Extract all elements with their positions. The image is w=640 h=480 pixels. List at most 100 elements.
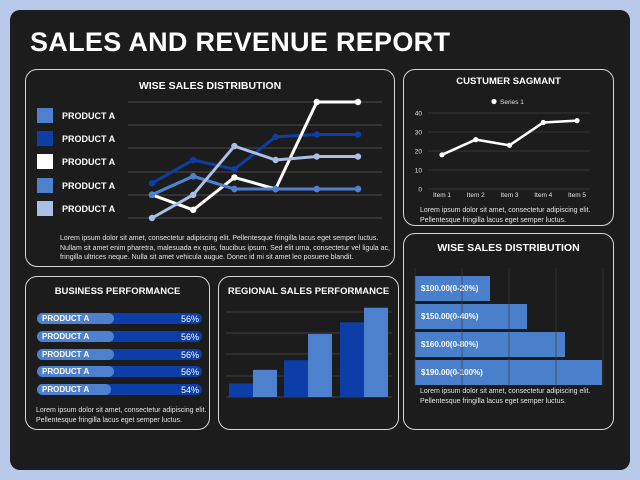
progress-fill [37,366,114,377]
data-point [473,137,479,143]
data-point [354,131,362,138]
data-point [231,185,238,193]
data-point [354,98,362,106]
progress-label: PRODUCT A [42,332,90,341]
bar [229,383,253,397]
hbar: $160.00(0-80%) [415,332,565,357]
legend-swatch [37,108,53,123]
x-tick-label: Item 4 [534,192,552,199]
hbar-label: $160.00(0-80%) [421,340,479,349]
series-line [151,144,358,220]
progress-fill [37,349,114,360]
data-point [231,166,238,173]
legend-swatch [37,201,53,216]
data-point [148,180,156,187]
customer-panel: CUSTUMER SAGMANT Lorem ipsum dolor sit a… [403,69,614,226]
data-point [313,185,320,193]
hbar-label: $150.00(0-40%) [421,312,479,321]
progress-percent: 56% [181,332,200,342]
legend-label: PRODUCT A [62,203,116,214]
legend-item: PRODUCT A [37,131,115,146]
progress-bar: PRODUCT A [37,349,202,360]
series-line [151,174,358,197]
data-point [148,214,156,222]
data-point [272,133,279,140]
customer-title: CUSTUMER SAGMANT [456,76,561,87]
bar [253,369,277,397]
progress-bar: PRODUCT A [37,384,202,395]
legend-item: PRODUCT A [37,178,115,193]
data-point [190,156,197,164]
progress-fill [37,384,111,395]
hbar: $150.00(0-40%) [415,304,528,329]
wise-sales-text: Lorem ipsum dolor sit amet, consectetur … [60,235,390,261]
page-title: SALES AND REVENUE REPORT [30,27,451,57]
data-point [231,174,238,181]
business-title: BUSINESS PERFORMANCE [54,286,181,297]
data-point [313,98,320,106]
data-point [190,173,197,180]
legend-swatch [37,131,53,146]
bar [340,322,364,397]
wise-sales-title: WISE SALES DISTRIBUTION [138,80,282,92]
hbar: $190.00(0-100%) [415,360,602,385]
series-line [151,100,358,212]
progress-percent: 56% [181,350,200,360]
business-panel: BUSINESS PERFORMANCE Lorem ipsum dolor s… [25,276,210,430]
data-point [190,191,197,198]
data-point [574,118,580,124]
data-point [506,142,513,148]
wise-sales-bars-title: WISE SALES DISTRIBUTION [437,242,580,254]
x-tick-label: Item 5 [568,192,586,199]
data-point [354,185,362,193]
progress-fill [37,331,114,342]
legend-swatch [37,178,53,193]
x-tick-label: Item 2 [467,192,485,199]
data-point [272,156,279,164]
y-tick-label: 0 [418,187,422,194]
progress-percent: 56% [181,367,200,377]
legend-item: PRODUCT A [37,154,115,169]
legend-item: PRODUCT A [37,108,115,123]
y-tick-label: 30 [415,130,423,137]
data-point [313,153,320,160]
wise-sales-panel: WISE SALES DISTRIBUTION Lorem ipsum dolo… [25,69,395,267]
data-point [313,131,320,138]
bar [308,333,332,397]
data-point [354,153,362,160]
hbar-label: $100.00(0-20%) [421,284,479,293]
progress-label: PRODUCT A [42,367,90,376]
legend-label: PRODUCT A [62,156,116,167]
hbar: $100.00(0-20%) [415,276,490,301]
x-tick-label: Item 1 [433,192,451,199]
legend-swatch [37,154,53,169]
data-point [439,152,445,158]
data-point [231,142,238,150]
data-point [272,185,279,193]
customer-text: Lorem ipsum dolor sit amet, consectetur … [420,207,591,224]
data-point [148,191,156,198]
y-tick-label: 10 [415,168,423,175]
business-text: Lorem ipsum dolor sit amet, consectetur … [36,407,207,424]
progress-bar: PRODUCT A [37,366,202,377]
y-tick-label: 40 [415,111,423,118]
data-point [190,206,197,214]
progress-percent: 56% [181,314,200,324]
legend-item: PRODUCT A [37,201,115,216]
legend-label: Series 1 [500,99,524,106]
wise-sales-bars-panel: WISE SALES DISTRIBUTION Lorem ipsum dolo… [403,233,614,430]
legend-label: PRODUCT A [62,110,116,121]
progress-percent: 54% [181,385,200,395]
progress-label: PRODUCT A [42,350,90,359]
legend-label: PRODUCT A [62,133,116,144]
progress-bar: PRODUCT A [37,313,202,324]
progress-label: PRODUCT A [42,314,90,323]
bar [364,307,388,397]
wise-sales-bars-text: Lorem ipsum dolor sit amet, consectetur … [420,388,591,405]
progress-bar: PRODUCT A [37,331,202,342]
data-point [540,119,546,126]
regional-title: REGIONAL SALES PERFORMANCE [227,286,390,297]
y-tick-label: 20 [415,149,423,156]
